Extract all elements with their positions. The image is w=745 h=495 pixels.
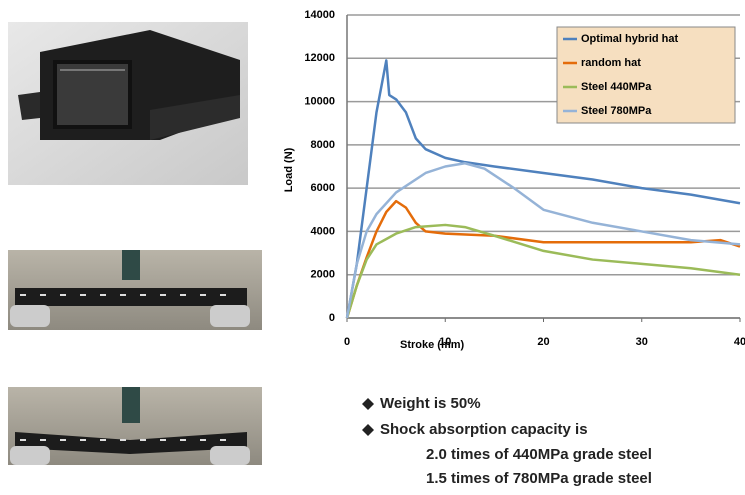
legend-label: random hat — [581, 57, 641, 69]
slide: Stroke (mm) Load (N) Weight is 50% Shock… — [0, 0, 745, 490]
x-tick-label: 20 — [537, 336, 549, 348]
x-tick-label: 0 — [344, 336, 350, 348]
bullet-text: Weight is 50% — [380, 395, 481, 412]
legend-label: Steel 780MPa — [581, 105, 652, 117]
y-tick-label: 6000 — [311, 182, 335, 194]
legend-label: Steel 440MPa — [581, 81, 652, 93]
photo-test-after — [8, 387, 262, 465]
legend-label: Optimal hybrid hat — [581, 33, 679, 45]
y-tick-label: 10000 — [304, 95, 335, 107]
x-axis-title: Stroke (mm) — [400, 339, 465, 351]
photo-tube — [8, 22, 248, 185]
y-tick-label: 0 — [329, 312, 335, 324]
series-line — [347, 201, 740, 318]
page: Stroke (mm) Load (N) Weight is 50% Shock… — [0, 0, 745, 490]
series-line — [347, 163, 740, 318]
bullet-icon — [362, 398, 374, 410]
x-tick-label: 40 — [734, 336, 745, 348]
bullet-text: Shock absorption capacity is — [380, 421, 588, 438]
detail-text: 2.0 times of 440MPa grade steel — [426, 446, 652, 463]
y-tick-label: 8000 — [311, 139, 335, 151]
y-tick-label: 12000 — [304, 52, 335, 64]
detail-text: 1.5 times of 780MPa grade steel — [426, 470, 652, 487]
photo-test-before — [8, 250, 262, 330]
y-tick-label: 2000 — [311, 269, 335, 281]
y-axis-title: Load (N) — [283, 147, 295, 192]
bullet-icon — [362, 424, 374, 436]
x-tick-label: 10 — [439, 336, 451, 348]
y-tick-label: 4000 — [311, 225, 335, 237]
x-tick-label: 30 — [636, 336, 648, 348]
y-tick-label: 14000 — [304, 9, 335, 21]
